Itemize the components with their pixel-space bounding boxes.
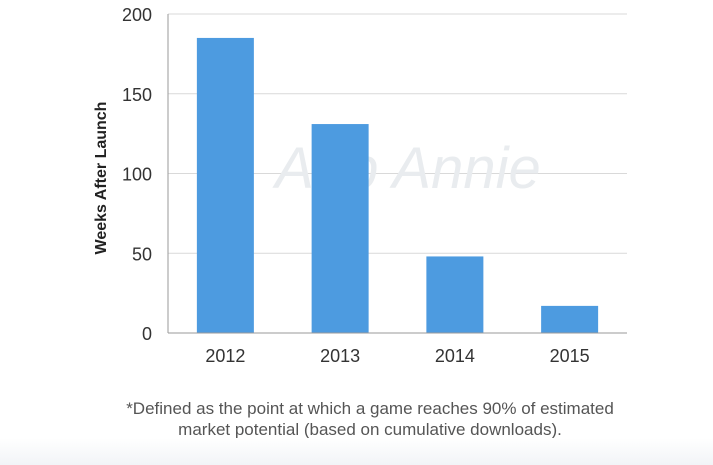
footnote-line-2: market potential (based on cumulative do… [178, 420, 562, 439]
y-tick-label: 150 [122, 85, 152, 105]
footnote-line-1: *Defined as the point at which a game re… [126, 399, 614, 418]
x-tick-label: 2013 [320, 346, 360, 366]
y-tick-labels: 0 50 100 150 200 [122, 5, 152, 344]
x-tick-labels: 2012 2013 2014 2015 [205, 346, 589, 366]
bar-2013 [311, 124, 369, 334]
x-tick-label: 2014 [435, 346, 475, 366]
y-tick-label: 200 [122, 5, 152, 25]
y-tick-label: 100 [122, 165, 152, 185]
bar-2012 [196, 37, 254, 334]
axes [167, 14, 627, 334]
x-tick-label: 2012 [205, 346, 245, 366]
y-axis-label: Weeks After Launch [93, 102, 110, 255]
y-tick-label: 50 [132, 244, 152, 264]
bars [196, 37, 599, 334]
bottom-fade [0, 438, 713, 465]
x-tick-label: 2015 [550, 346, 590, 366]
footnote: *Defined as the point at which a game re… [110, 398, 630, 440]
bar-2015 [541, 305, 599, 333]
bar-2014 [426, 256, 484, 333]
y-tick-label: 0 [142, 324, 152, 344]
